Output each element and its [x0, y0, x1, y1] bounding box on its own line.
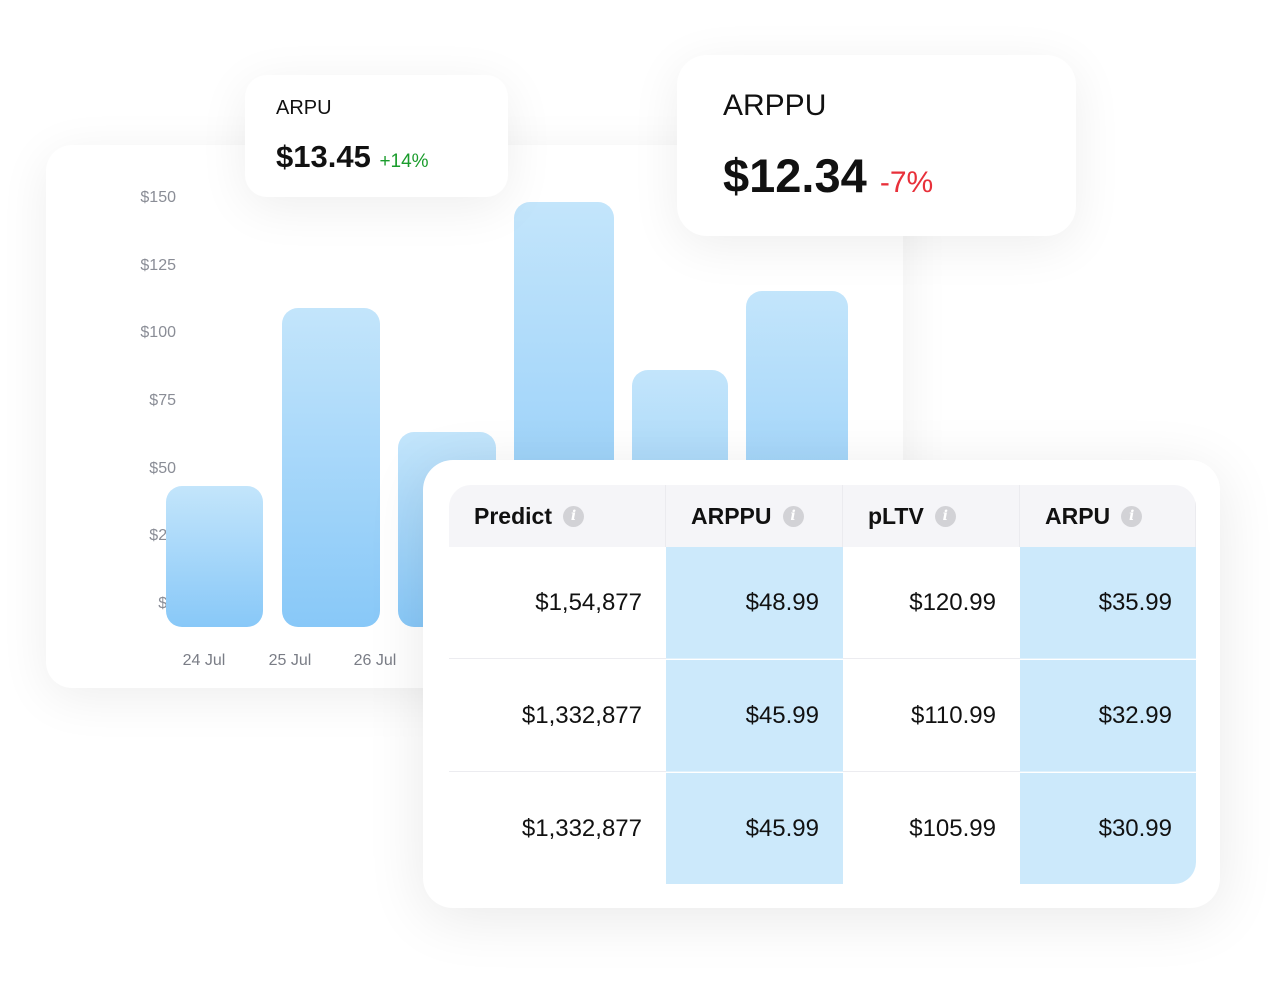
- column-header[interactable]: pLTV i: [843, 485, 1020, 547]
- info-icon[interactable]: i: [782, 505, 804, 527]
- x-tick-label: 24 Jul: [182, 652, 226, 669]
- table-cell: $32.99: [1020, 660, 1196, 772]
- x-tick-label: 26 Jul: [353, 652, 397, 669]
- y-tick-label: $25: [149, 527, 176, 545]
- table-cell: $30.99: [1020, 773, 1196, 884]
- table-column: ARPPU i $48.99 $45.99 $45.99: [666, 485, 843, 884]
- column-header[interactable]: ARPPU i: [666, 485, 843, 547]
- metrics-table: Predict i $1,54,877 $1,332,877 $1,332,877 ARP…: [449, 485, 1196, 884]
- table-column: pLTV i $120.99 $110.99 $105.99: [843, 485, 1020, 884]
- info-icon[interactable]: i: [1121, 505, 1143, 527]
- column-header-label: ARPPU: [691, 502, 772, 529]
- kpi-label: ARPPU: [723, 89, 827, 122]
- info-icon[interactable]: i: [562, 505, 584, 527]
- table-cell: $1,54,877: [449, 547, 666, 659]
- table-column: Predict i $1,54,877 $1,332,877 $1,332,877: [449, 485, 666, 884]
- kpi-change: -7%: [879, 166, 934, 199]
- kpi-value-text: $12.34: [723, 149, 867, 202]
- metrics-table-card: Predict i $1,54,877 $1,332,877 $1,332,877 ARP…: [423, 460, 1220, 908]
- info-icon[interactable]: i: [934, 505, 956, 527]
- table-column: ARPU i $35.99 $32.99 $30.99: [1020, 485, 1196, 884]
- kpi-value-text: $13.45: [276, 139, 371, 174]
- table-cell: $45.99: [666, 660, 843, 772]
- y-tick-label: $75: [149, 392, 176, 409]
- y-tick-label: $150: [140, 189, 176, 206]
- table-cell: $1,332,877: [449, 660, 666, 772]
- y-tick-label: $50: [149, 459, 176, 477]
- x-tick-label: 25 Jul: [268, 652, 312, 669]
- column-header-label: ARPU: [1045, 502, 1111, 529]
- table-cell: $45.99: [666, 773, 843, 884]
- table-cell: $35.99: [1020, 547, 1196, 659]
- arppu-kpi-card: ARPPU $12.34 -7%: [677, 55, 1076, 236]
- y-tick-label: $125: [140, 256, 176, 274]
- y-tick-label: $100: [140, 324, 176, 342]
- kpi-value: $12.34 -7%: [723, 148, 933, 203]
- kpi-label: ARPU: [276, 97, 332, 119]
- table-cell: $110.99: [843, 660, 1020, 772]
- table-cell: $1,332,877: [521, 815, 642, 842]
- table-cell: $120.99: [843, 547, 1020, 659]
- kpi-value: $13.45 +14%: [276, 139, 429, 175]
- bar: [282, 307, 380, 627]
- column-header[interactable]: Predict i: [449, 485, 666, 547]
- column-header[interactable]: ARPU i: [1020, 485, 1196, 547]
- arpu-kpi-card: ARPU $13.45 +14%: [245, 75, 508, 197]
- kpi-change: +14%: [379, 151, 429, 172]
- y-tick-label: $0: [86, 595, 176, 613]
- column-header-label: Predict: [474, 502, 552, 529]
- bar: [166, 486, 263, 627]
- column-header-label: pLTV: [868, 502, 924, 529]
- table-cell: $105.99: [909, 815, 996, 842]
- table-cell: $48.99: [666, 547, 843, 659]
